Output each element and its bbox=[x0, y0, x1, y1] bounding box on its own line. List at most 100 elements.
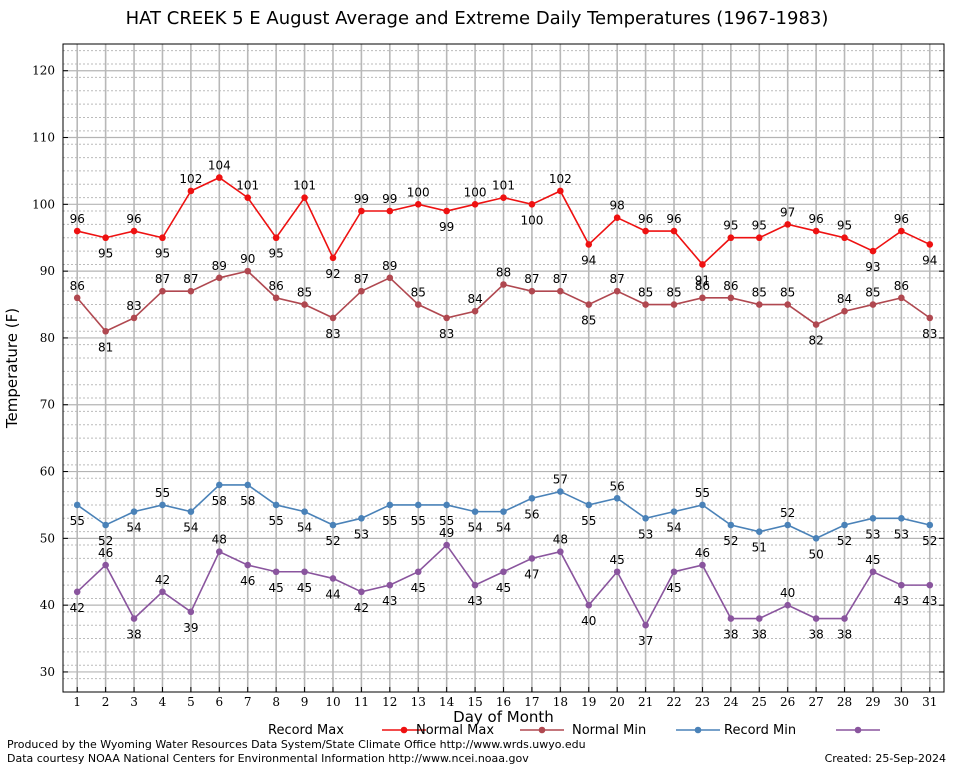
normal-max-value-label: 86 bbox=[695, 279, 710, 293]
normal-max-point bbox=[528, 287, 536, 295]
record-max-value-label: 102 bbox=[549, 172, 572, 186]
normal-max-point bbox=[443, 314, 450, 322]
normal-min-value-label: 54 bbox=[126, 521, 141, 535]
legend-marker-normal-min bbox=[694, 726, 702, 734]
normal-max-point bbox=[187, 287, 195, 295]
record-min-point bbox=[272, 568, 280, 576]
record-max-value-label: 101 bbox=[492, 179, 515, 193]
normal-min-point bbox=[585, 501, 593, 509]
normal-min-value-label: 54 bbox=[183, 521, 198, 535]
normal-min-value-label: 53 bbox=[865, 527, 880, 541]
record-min-point bbox=[755, 615, 763, 622]
record-max-point bbox=[841, 234, 848, 242]
y-tick-label: 70 bbox=[40, 398, 55, 412]
x-axis-title: Day of Month bbox=[453, 708, 554, 726]
x-tick-label: 26 bbox=[780, 695, 795, 709]
normal-min-point bbox=[329, 521, 337, 529]
record-min-point bbox=[358, 588, 365, 596]
normal-max-point bbox=[613, 287, 621, 295]
legend-marker-record-max bbox=[400, 726, 408, 734]
normal-min-point bbox=[414, 501, 422, 509]
normal-min-value-label: 55 bbox=[269, 514, 284, 528]
record-min-value-label: 42 bbox=[354, 601, 369, 615]
normal-max-point bbox=[869, 301, 877, 308]
normal-min-value-label: 56 bbox=[524, 507, 539, 521]
normal-max-point bbox=[471, 307, 479, 315]
normal-max-value-label: 83 bbox=[325, 327, 340, 341]
normal-min-value-label: 58 bbox=[240, 494, 255, 508]
normal-min-point bbox=[557, 488, 564, 495]
normal-min-value-label: 55 bbox=[70, 514, 85, 528]
normal-max-value-label: 89 bbox=[382, 259, 397, 273]
record-max-point bbox=[102, 234, 109, 242]
grid-lines bbox=[63, 44, 944, 693]
x-tick-label: 20 bbox=[610, 695, 625, 709]
record-min-value-label: 38 bbox=[752, 628, 767, 642]
record-min-point bbox=[613, 568, 621, 576]
x-tick-label: 30 bbox=[894, 695, 909, 709]
record-min-point bbox=[869, 568, 877, 576]
normal-min-value-label: 57 bbox=[553, 473, 568, 487]
normal-min-point bbox=[187, 508, 195, 515]
normal-min-value-label: 53 bbox=[638, 527, 653, 541]
normal-max-point bbox=[699, 294, 706, 302]
normal-min-value-label: 58 bbox=[212, 494, 227, 508]
record-min-point bbox=[329, 575, 337, 582]
normal-min-point bbox=[898, 515, 905, 522]
record-max-point bbox=[898, 227, 905, 235]
normal-min-point bbox=[301, 508, 308, 515]
record-min-point bbox=[727, 615, 735, 622]
normal-max-value-label: 84 bbox=[837, 292, 852, 306]
legend-label-normal-min: Normal Min bbox=[572, 723, 646, 738]
record-min-point bbox=[301, 568, 308, 576]
credit-line-wrds: Produced by the Wyoming Water Resources … bbox=[7, 738, 586, 751]
record-min-point bbox=[926, 581, 934, 589]
record-min-value-label: 48 bbox=[553, 533, 568, 547]
x-tick-label: 9 bbox=[301, 695, 309, 709]
record-min-value-label: 45 bbox=[297, 581, 312, 595]
normal-min-value-label: 52 bbox=[325, 534, 340, 548]
normal-max-value-label: 87 bbox=[553, 272, 568, 286]
record-max-value-label: 98 bbox=[610, 199, 625, 213]
record-min-value-label: 46 bbox=[240, 574, 255, 588]
normal-min-point bbox=[73, 501, 81, 509]
normal-max-value-label: 85 bbox=[666, 286, 681, 300]
normal-min-value-label: 54 bbox=[496, 521, 511, 535]
normal-max-value-label: 87 bbox=[183, 272, 198, 286]
x-tick-label: 17 bbox=[524, 695, 539, 709]
record-max-point bbox=[386, 207, 394, 215]
normal-max-point bbox=[926, 314, 934, 322]
record-min-point bbox=[528, 555, 536, 562]
record-min-value-label: 46 bbox=[98, 546, 113, 560]
normal-max-value-label: 81 bbox=[98, 340, 113, 354]
normal-min-point bbox=[216, 481, 223, 489]
normal-max-value-label: 85 bbox=[752, 286, 767, 300]
x-tick-label: 24 bbox=[723, 695, 739, 709]
record-max-point bbox=[443, 207, 450, 215]
normal-min-point bbox=[869, 515, 877, 522]
record-max-point bbox=[869, 247, 877, 255]
normal-min-point bbox=[443, 501, 450, 509]
normal-max-value-label: 83 bbox=[126, 299, 141, 313]
record-min-value-label: 43 bbox=[922, 594, 937, 608]
record-min-value-label: 47 bbox=[524, 567, 539, 581]
record-max-point bbox=[301, 194, 308, 201]
x-tick-label: 8 bbox=[272, 695, 280, 709]
record-min-point bbox=[159, 588, 166, 596]
record-max-value-label: 92 bbox=[325, 267, 340, 281]
normal-max-point bbox=[414, 301, 422, 308]
record-min-point bbox=[841, 615, 848, 622]
x-tick-label: 7 bbox=[244, 695, 252, 709]
normal-max-value-label: 85 bbox=[638, 286, 653, 300]
y-tick-label: 80 bbox=[40, 331, 55, 345]
normal-min-value-label: 52 bbox=[837, 534, 852, 548]
record-max-value-label: 99 bbox=[382, 192, 397, 206]
normal-min-value-label: 52 bbox=[922, 534, 937, 548]
record-min-value-label: 42 bbox=[70, 601, 85, 615]
y-tick-label: 90 bbox=[40, 264, 55, 278]
normal-min-point bbox=[386, 501, 394, 509]
x-tick-label: 10 bbox=[325, 695, 340, 709]
x-tick-label: 28 bbox=[837, 695, 852, 709]
record-min-value-label: 37 bbox=[638, 634, 653, 648]
normal-max-point bbox=[301, 301, 308, 308]
